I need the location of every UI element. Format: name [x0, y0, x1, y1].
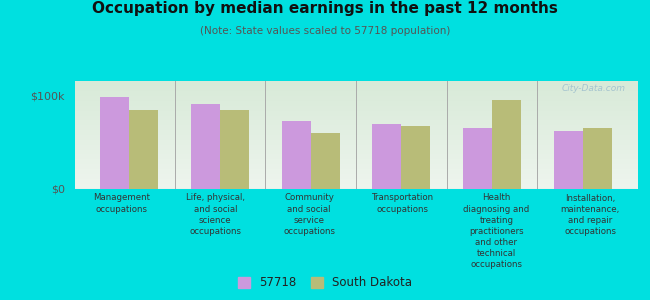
Text: Transportation
occupations: Transportation occupations	[372, 194, 434, 214]
Bar	[129, 110, 158, 189]
Bar	[100, 97, 129, 189]
Text: City-Data.com: City-Data.com	[562, 84, 626, 93]
Text: Life, physical,
and social
science
occupations: Life, physical, and social science occup…	[186, 194, 245, 236]
Text: Community
and social
service
occupations: Community and social service occupations	[283, 194, 335, 236]
Text: Health
diagnosing and
treating
practitioners
and other
technical
occupations: Health diagnosing and treating practitio…	[463, 194, 530, 269]
Bar	[554, 131, 582, 189]
Text: (Note: State values scaled to 57718 population): (Note: State values scaled to 57718 popu…	[200, 26, 450, 35]
Bar	[220, 110, 249, 189]
Text: Occupation by median earnings in the past 12 months: Occupation by median earnings in the pas…	[92, 2, 558, 16]
Bar	[372, 124, 401, 189]
Bar	[463, 128, 492, 189]
Bar	[492, 100, 521, 189]
Bar	[281, 122, 311, 189]
Bar	[191, 104, 220, 189]
Bar	[401, 126, 430, 189]
Legend: 57718, South Dakota: 57718, South Dakota	[233, 272, 417, 294]
Bar	[582, 128, 612, 189]
Text: Management
occupations: Management occupations	[93, 194, 150, 214]
Text: Installation,
maintenance,
and repair
occupations: Installation, maintenance, and repair oc…	[560, 194, 619, 236]
Bar	[311, 133, 339, 189]
